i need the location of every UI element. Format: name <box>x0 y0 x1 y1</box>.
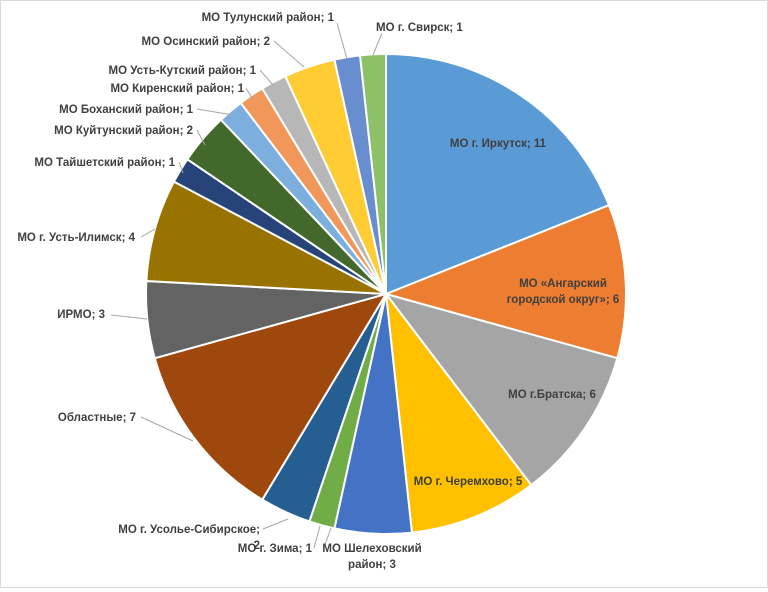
pie-slice <box>153 292 389 502</box>
data-label: МО Осинский район; 2 <box>142 36 270 48</box>
leader-line <box>110 314 148 320</box>
data-label: Областные; 7 <box>58 412 136 424</box>
data-label: МО Куйтунский район; 2 <box>54 125 193 137</box>
pie-slice <box>385 52 611 296</box>
leader-line <box>178 161 184 174</box>
leader-line <box>336 22 348 60</box>
data-label: МО Усть-Кутский район; 1 <box>109 65 257 77</box>
data-label: МО Тулунский район; 1 <box>202 12 335 24</box>
data-label: МО г. Иркутск; 11 <box>450 138 547 150</box>
data-label: ИРМО; 3 <box>57 309 105 321</box>
data-label: МО г. Усть-Илимск; 4 <box>17 232 135 244</box>
leader-lines <box>110 22 383 551</box>
leader-line <box>196 129 206 146</box>
pie-slice <box>384 290 533 534</box>
leader-line <box>262 518 289 530</box>
leader-line <box>273 40 305 68</box>
data-label: МО «Ангарский городской округ»; 6 <box>507 278 620 306</box>
leader-line <box>313 525 321 549</box>
leader-line <box>245 87 254 101</box>
data-label: МО Шелеховский район; 3 <box>322 543 421 571</box>
leader-line <box>196 108 234 116</box>
leader-line <box>140 416 194 442</box>
slices-layer <box>145 52 627 535</box>
leader-line <box>259 69 274 86</box>
pie-slice <box>382 203 627 360</box>
data-label: МО г. Свирск; 1 <box>376 22 463 34</box>
leader-line <box>372 32 383 56</box>
data-label: МО г. Усолье-Сибирское; 2 <box>118 524 260 552</box>
data-label: МО Боханский район; 1 <box>59 104 193 116</box>
leader-line <box>140 228 156 238</box>
data-label: МО Тайшетский район; 1 <box>34 157 175 169</box>
data-labels: МО г. Иркутск; 11 МО «Ангарский городской … <box>17 12 619 571</box>
data-label: МО Киренский район; 1 <box>110 83 244 95</box>
pie-slice <box>383 292 619 487</box>
data-label: МО г. Зима; 1 <box>238 543 313 555</box>
data-label: МО г.Братска; 6 <box>508 389 596 401</box>
pie-slice <box>145 180 387 295</box>
leader-line <box>322 527 332 551</box>
data-label: МО г. Черемхово; 5 <box>414 476 523 488</box>
